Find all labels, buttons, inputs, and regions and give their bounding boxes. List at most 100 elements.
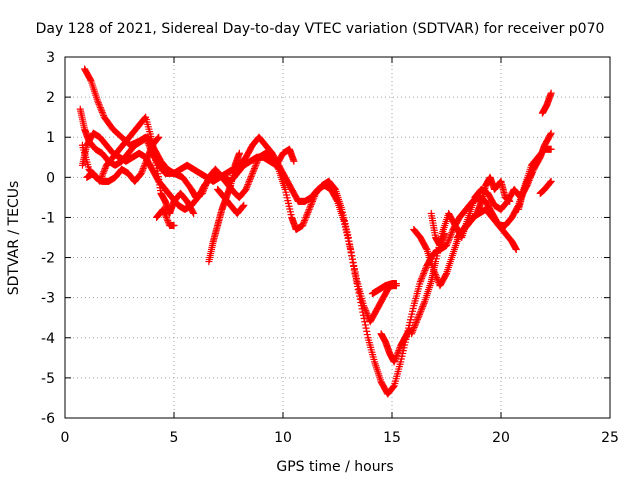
data-point [546, 179, 554, 187]
data-point [418, 274, 426, 282]
data-point [420, 270, 428, 278]
data-point [159, 205, 167, 213]
y-tick-label: 1 [46, 130, 55, 146]
data-point [250, 165, 258, 173]
data-point [141, 161, 149, 169]
data-point [392, 353, 400, 361]
data-point [98, 173, 106, 181]
data-point [94, 97, 102, 105]
data-point [247, 173, 255, 181]
data-point [360, 302, 368, 310]
data-point [303, 212, 311, 220]
data-point [244, 181, 252, 189]
data-point [547, 177, 555, 185]
data-point [361, 321, 369, 329]
data-point [142, 158, 150, 166]
data-point [348, 252, 356, 260]
data-point [347, 249, 355, 257]
data-point [247, 174, 255, 182]
data-point [96, 102, 104, 110]
data-point [301, 215, 309, 223]
data-point [440, 229, 448, 237]
data-point [300, 218, 308, 226]
data-point [419, 302, 427, 310]
data-point [163, 215, 171, 223]
data-point [139, 166, 147, 174]
data-point [364, 311, 372, 319]
data-point [162, 213, 170, 221]
data-point [162, 212, 170, 220]
y-tick-label: -2 [41, 251, 55, 267]
data-point [246, 176, 254, 184]
plot-frame [64, 56, 611, 419]
data-point [100, 166, 108, 174]
data-point [547, 89, 555, 97]
data-point [87, 76, 95, 84]
data-point [413, 317, 421, 325]
data-point [352, 271, 360, 279]
data-point [422, 265, 430, 273]
data-point [512, 246, 520, 254]
data-point [390, 383, 398, 391]
grid-layer [65, 57, 610, 418]
data-point [363, 331, 371, 339]
data-point [190, 209, 198, 217]
y-tick-label: -1 [41, 210, 55, 226]
data-point [361, 305, 369, 313]
data-point [418, 273, 426, 281]
data-point [547, 129, 555, 137]
data-point [139, 165, 147, 173]
data-point [160, 209, 168, 217]
data-point [411, 322, 419, 330]
y-axis-label: SDTVAR / TECUs [6, 181, 22, 296]
data-point [98, 171, 106, 179]
data-point [446, 232, 454, 240]
data-point [415, 311, 423, 319]
data-point [290, 157, 298, 165]
data-point [303, 210, 311, 218]
data-point [443, 240, 451, 248]
x-tick-label: 15 [383, 430, 401, 446]
data-point [238, 203, 246, 211]
data-point [302, 213, 310, 221]
data-point [138, 168, 146, 176]
data-point [444, 237, 452, 245]
data-point [420, 299, 428, 307]
data-point [420, 268, 428, 276]
data-point [243, 182, 251, 190]
data-point [99, 110, 107, 118]
data-point [349, 258, 357, 266]
data-point [97, 176, 105, 184]
data-point [97, 174, 105, 182]
data-point [414, 314, 422, 322]
data-point [528, 169, 536, 177]
data-point [422, 244, 430, 252]
data-point [153, 135, 161, 143]
data-point [99, 169, 107, 177]
data-point [363, 327, 371, 335]
data-point [419, 301, 427, 309]
y-tick-label: 0 [46, 170, 55, 186]
data-point [389, 384, 397, 392]
data-point [141, 160, 149, 168]
data-point [393, 350, 401, 358]
data-point [390, 358, 398, 366]
data-point [161, 210, 169, 218]
y-tick-label: 3 [46, 50, 55, 66]
data-point [164, 217, 172, 225]
data-point [301, 217, 309, 225]
data-point [349, 255, 357, 263]
data-point [101, 165, 109, 173]
data-point [306, 204, 314, 212]
data-point [363, 310, 371, 318]
data-point [546, 178, 554, 186]
data-point [235, 149, 243, 157]
data-point [170, 221, 178, 229]
data-point [391, 355, 399, 363]
data-point [442, 271, 450, 279]
data-point [143, 156, 151, 164]
data-point [307, 201, 315, 209]
data-point [360, 303, 368, 311]
data-point [392, 280, 400, 288]
data-point [417, 307, 425, 315]
